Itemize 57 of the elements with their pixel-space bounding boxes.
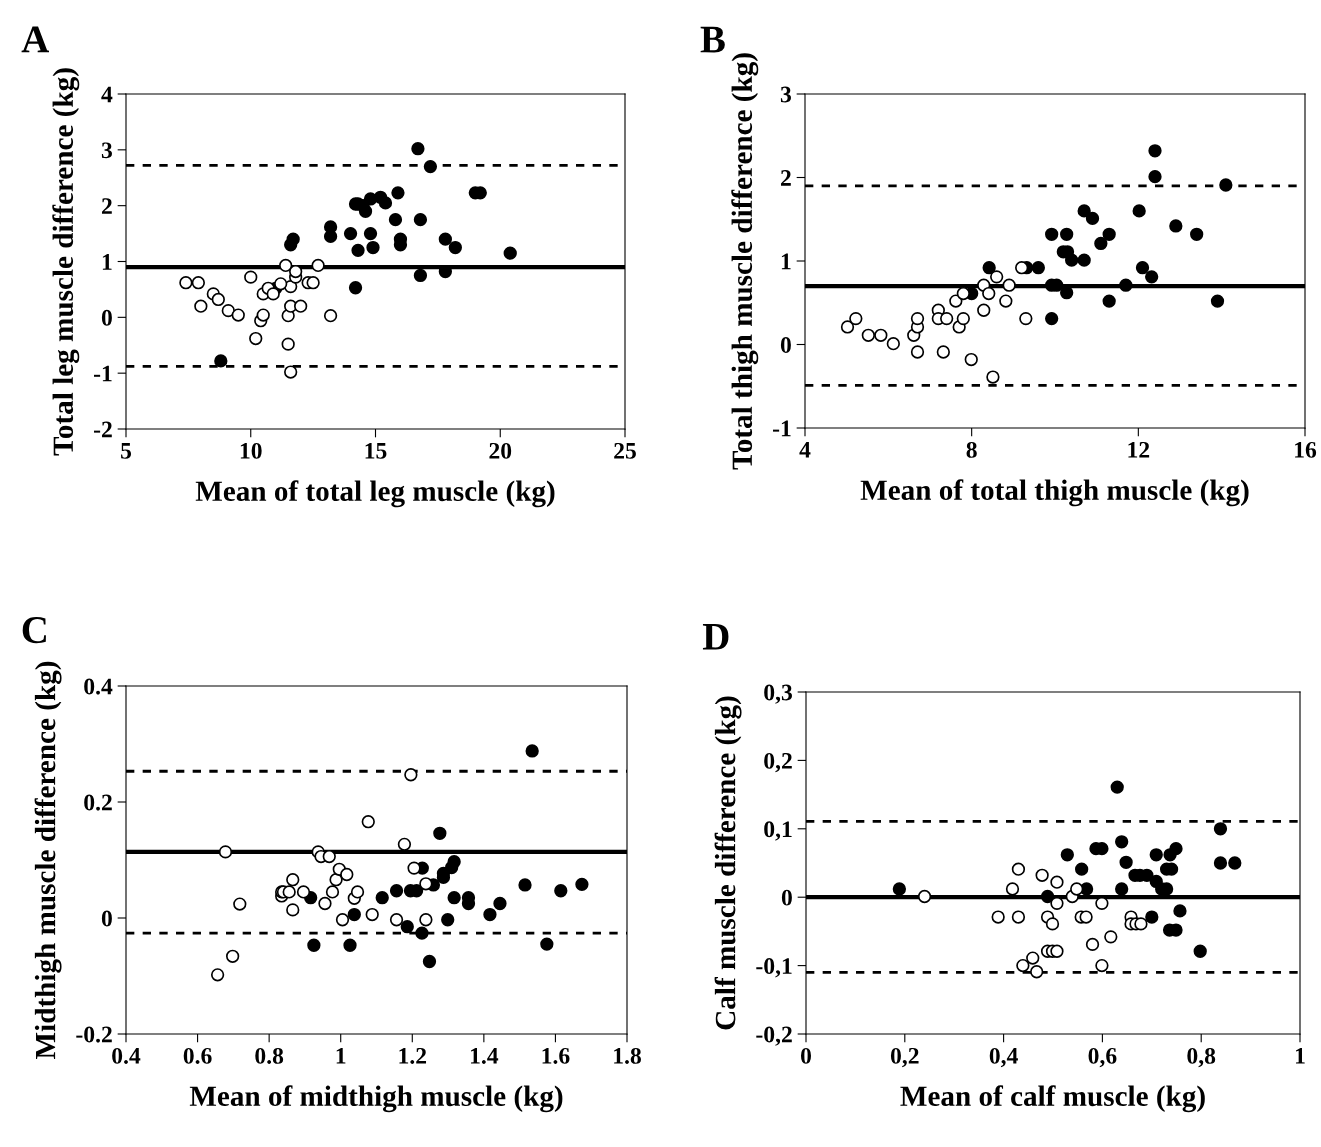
x-tick-label: 10 <box>240 442 262 459</box>
x-axis-title: Mean of midthigh muscle (kg) <box>189 1085 563 1113</box>
chart-title: C <box>22 617 46 644</box>
x-tick-label: 0.8 <box>255 1047 284 1064</box>
y-tick-label: 3 <box>780 86 791 103</box>
x-tick-label: 5 <box>121 443 132 459</box>
chart-title: A <box>21 26 50 53</box>
y-tick-label: 1 <box>781 253 791 270</box>
chart-title: D <box>702 624 729 650</box>
y-tick-label: 2 <box>101 198 112 214</box>
y-axis-title: Midthigh muscle difference (kg) <box>34 661 62 1059</box>
x-tick-label: 15 <box>365 442 387 459</box>
y-tick-label: 2 <box>780 170 791 186</box>
x-tick-label: 0,4 <box>989 1047 1018 1068</box>
x-tick-label: 0,6 <box>1088 1047 1117 1068</box>
x-axis-title: Mean of total thigh muscle (kg) <box>860 479 1249 507</box>
y-tick-label: 0 <box>780 336 791 353</box>
x-tick-label: 1.2 <box>399 1047 427 1064</box>
x-tick-label: 1.6 <box>542 1047 570 1064</box>
y-tick-label: 3 <box>101 142 112 159</box>
x-tick-label: 8 <box>966 441 977 458</box>
x-tick-label: 4 <box>799 442 811 458</box>
x-tick-label: 12 <box>1128 441 1150 458</box>
x-tick-label: 25 <box>614 442 636 459</box>
y-tick-label: 1 <box>102 254 112 270</box>
y-tick-label: 0.4 <box>84 678 113 695</box>
x-tick-label: 0.4 <box>112 1047 141 1064</box>
y-tick-label: 0 <box>101 910 112 927</box>
chart-title: B <box>700 26 725 53</box>
x-tick-label: 20 <box>489 442 512 459</box>
x-tick-label: 1.4 <box>470 1047 499 1064</box>
y-tick-label: -0,1 <box>756 958 792 978</box>
x-tick-label: 0 <box>801 1047 811 1064</box>
y-tick-label: -0,2 <box>756 1026 792 1046</box>
x-axis-title: Mean of calf muscle (kg) <box>900 1085 1205 1113</box>
y-tick-label: 0,2 <box>764 752 792 773</box>
y-tick-label: -0.2 <box>76 1026 112 1043</box>
y-tick-label: -2 <box>94 421 112 438</box>
x-tick-label: 16 <box>1295 441 1317 458</box>
y-tick-label: 4 <box>101 86 113 103</box>
y-tick-label: -1 <box>773 420 791 437</box>
x-tick-label: 1 <box>1295 1047 1305 1064</box>
y-tick-label: 0,3 <box>764 684 792 704</box>
x-tick-label: 0,2 <box>890 1047 919 1068</box>
x-axis-title: Mean of total leg muscle (kg) <box>195 480 555 508</box>
y-tick-label: -1 <box>94 365 112 382</box>
y-axis-title: Total leg muscle difference (kg) <box>52 68 80 456</box>
y-axis-title: Calf muscle difference (kg) <box>714 696 742 1030</box>
y-tick-label: 0,1 <box>764 821 792 841</box>
y-tick-label: 0 <box>781 889 792 906</box>
y-tick-label: 0 <box>101 309 112 326</box>
x-tick-label: 0,8 <box>1187 1047 1216 1068</box>
x-tick-label: 1 <box>336 1047 346 1064</box>
x-tick-label: 1.8 <box>614 1047 641 1064</box>
y-tick-label: 0.2 <box>84 794 112 811</box>
x-tick-label: 0.6 <box>183 1047 212 1064</box>
y-axis-title: Total thigh muscle difference (kg) <box>731 53 759 470</box>
